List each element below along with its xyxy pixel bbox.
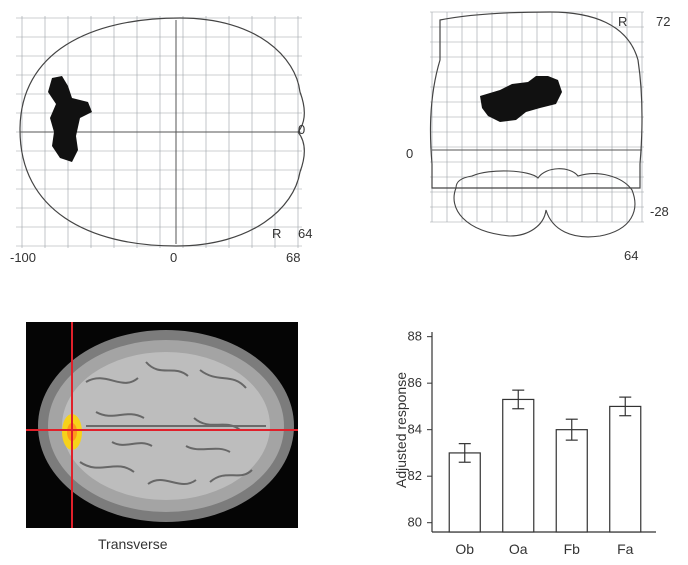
y-tick-label: 80 bbox=[408, 515, 422, 530]
axial-r-label: R bbox=[272, 226, 282, 241]
bar-fb bbox=[555, 429, 588, 533]
axial-glass-brain bbox=[16, 16, 305, 248]
bar-fa bbox=[609, 405, 642, 533]
coronal-top-value-label: 72 bbox=[656, 14, 671, 29]
coronal-activation-blob bbox=[480, 76, 562, 122]
axial-glass-brain-panel: R 0 64 -100 0 68 bbox=[0, 0, 340, 280]
error-bar bbox=[565, 418, 578, 441]
bar-chart-panel: Adjusted response 80 82 84 86 88 Ob Oa Fb Fa bbox=[380, 310, 680, 560]
mri-transverse-panel bbox=[26, 322, 298, 528]
x-tick-label: Fa bbox=[617, 541, 634, 557]
error-bar bbox=[512, 389, 525, 410]
axial-r-value-label: 64 bbox=[298, 226, 313, 241]
axial-zero-right-label: 0 bbox=[298, 122, 306, 137]
y-tick-label: 82 bbox=[408, 468, 422, 483]
y-axis-label: Adjusted response bbox=[393, 372, 409, 488]
axial-x-min-label: -100 bbox=[10, 250, 37, 265]
coronal-glass-brain-panel: R 72 0 -28 64 bbox=[340, 0, 688, 280]
bar-chart: Adjusted response 80 82 84 86 88 Ob Oa Fb Fa bbox=[393, 329, 656, 557]
y-tick-label: 86 bbox=[408, 375, 422, 390]
coronal-bottom-value-label: 64 bbox=[624, 248, 639, 263]
x-tick-label: Oa bbox=[509, 541, 528, 557]
bar-ob bbox=[448, 452, 481, 533]
activation-blob bbox=[48, 76, 92, 162]
error-bar bbox=[458, 443, 471, 463]
y-tick-label: 88 bbox=[408, 329, 422, 344]
y-tick-label: 84 bbox=[408, 422, 422, 437]
mri-transverse-image bbox=[26, 322, 298, 528]
x-tick-label: Ob bbox=[455, 541, 474, 557]
coronal-glass-brain bbox=[429, 11, 644, 238]
bar-oa bbox=[502, 398, 535, 533]
error-bar bbox=[619, 396, 632, 417]
axial-x-zero-label: 0 bbox=[170, 250, 178, 265]
coronal-zero-left-label: 0 bbox=[406, 146, 414, 161]
coronal-bottom-right-label: -28 bbox=[650, 204, 669, 219]
axial-x-max-label: 68 bbox=[286, 250, 301, 265]
mri-caption: Transverse bbox=[98, 536, 168, 552]
coronal-r-label: R bbox=[618, 14, 628, 29]
x-tick-label: Fb bbox=[564, 541, 581, 557]
